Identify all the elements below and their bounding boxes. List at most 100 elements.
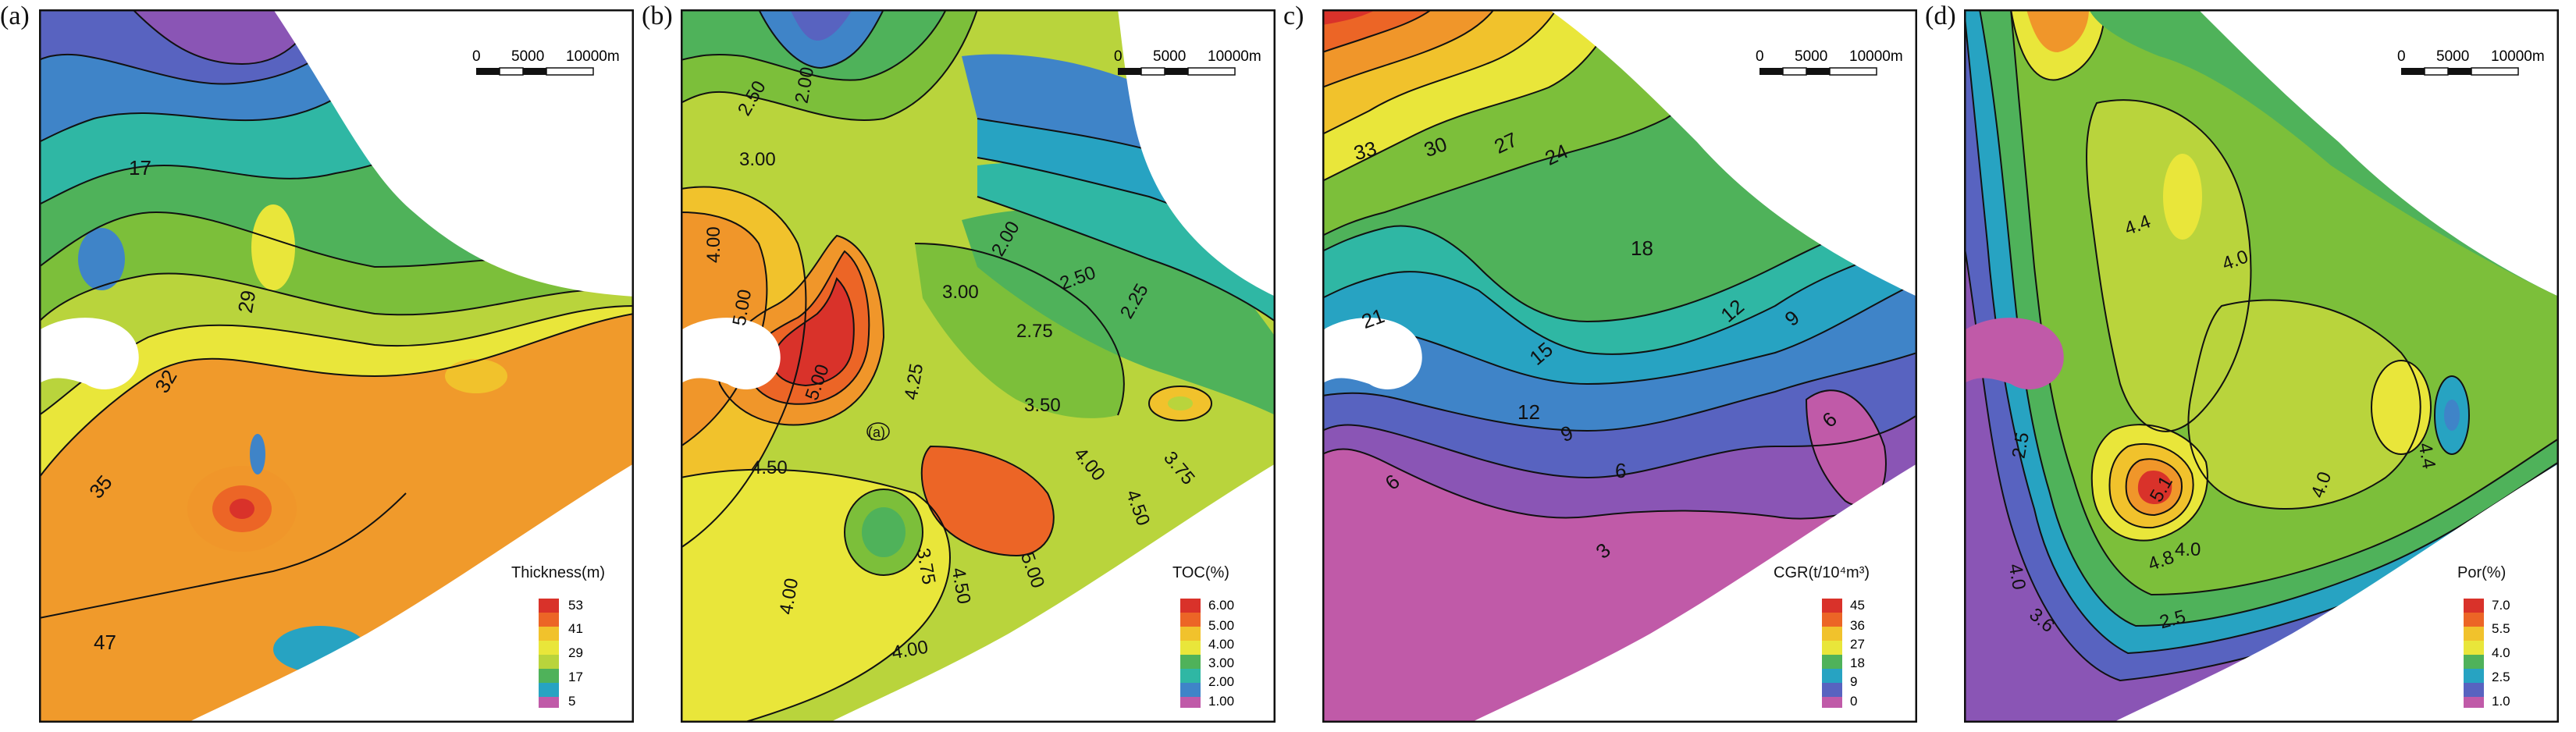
contour-band xyxy=(915,243,1124,418)
legend-title: TOC(%) xyxy=(1172,564,1229,581)
scale-tick-1: 5000 xyxy=(2436,48,2469,65)
porosity-band xyxy=(2188,300,2421,509)
contour-lines xyxy=(1322,9,1917,520)
unmapped-area xyxy=(273,9,634,297)
panel-a-thickness-map: (a) xyxy=(0,0,642,732)
unmapped-area xyxy=(2198,9,2559,297)
contour-label: 12 xyxy=(1517,400,1540,424)
contour-band xyxy=(1322,9,1432,52)
unmapped-area xyxy=(39,318,139,389)
porosity-local xyxy=(2371,361,2431,454)
contour-label: 3.00 xyxy=(942,282,979,303)
legend-tick: 6.00 xyxy=(1208,598,1234,613)
legend-tick: 9 xyxy=(1850,674,1857,689)
legend-tick: 27 xyxy=(1850,637,1865,652)
legend-tick: 7.0 xyxy=(2492,598,2510,613)
scale-tick-2: 10000m xyxy=(1849,48,1903,65)
contour-label: 4.50 xyxy=(751,457,788,478)
map-frame xyxy=(1322,9,1917,723)
legend-tick: 2.5 xyxy=(2492,670,2510,684)
scale-tick-2: 10000m xyxy=(566,48,620,65)
scale-tick-0: 0 xyxy=(472,48,481,65)
legend-title: Thickness(m) xyxy=(511,564,605,581)
panel-label: c) xyxy=(1283,2,1304,30)
toc-peak xyxy=(772,279,854,386)
legend-tick: 0 xyxy=(1850,694,1857,709)
panel-label: (b) xyxy=(642,2,673,30)
legend-tick: 1.0 xyxy=(2492,694,2510,709)
legend-tick: 5.00 xyxy=(1208,618,1234,633)
unmapped-area xyxy=(1118,9,1276,297)
legend: TOC(%) 6.00 5.00 4.00 3.00 2.00 1.00 xyxy=(1172,564,1234,709)
map-frame xyxy=(39,9,634,723)
contour-label: 4.00 xyxy=(703,226,724,263)
legend-tick: 3.00 xyxy=(1208,656,1234,670)
porosity-peak xyxy=(2137,470,2172,504)
legend-tick: 41 xyxy=(568,621,583,636)
legend: Thickness(m) 53 41 29 17 5 xyxy=(511,564,605,709)
legend-tick: 18 xyxy=(1850,656,1865,670)
thickness-contour-map: 0 5000 10000m 17 29 32 35 47 Thickness(m… xyxy=(39,9,634,723)
legend-tick: 17 xyxy=(568,670,583,684)
thickness-low xyxy=(250,434,265,474)
legend-tick: 1.00 xyxy=(1208,694,1234,709)
legend-tick: 53 xyxy=(568,598,583,613)
contour-lines xyxy=(681,9,1276,723)
legend: Por(%) 7.0 5.5 4.0 2.5 1.0 xyxy=(2457,564,2510,709)
porosity-contour-map: 0 5000 10000m 4.4 4.0 2.5 4.0 4.4 5.1 4.… xyxy=(1964,9,2559,723)
cgr-contour-map: 0 5000 10000m 33 30 27 24 18 21 15 12 9 … xyxy=(1322,9,1917,723)
thickness-local xyxy=(251,204,295,290)
unmapped-area xyxy=(1549,9,1917,297)
contour-label: 6 xyxy=(1615,459,1626,482)
scale-tick-0: 0 xyxy=(2397,48,2406,65)
contour-label: 2.75 xyxy=(1016,321,1053,342)
contour-band xyxy=(133,9,320,64)
unmapped-area xyxy=(1322,318,1422,389)
scale-tick-0: 0 xyxy=(1756,48,1764,65)
sample-point-a: (a) xyxy=(866,422,890,441)
legend-tick: 4.0 xyxy=(2492,645,2510,660)
panel-label: (d) xyxy=(1925,2,1956,30)
contour-band xyxy=(1322,9,1377,25)
panel-c-cgr-map: c) xyxy=(1283,0,1925,732)
map-frame xyxy=(1964,9,2559,723)
porosity-band xyxy=(2026,9,2089,52)
scale-tick-2: 10000m xyxy=(2491,48,2545,65)
thickness-local xyxy=(78,228,125,290)
panel-d-porosity-map: (d) xyxy=(1925,0,2567,732)
contour-label: 47 xyxy=(94,631,116,654)
porosity-local xyxy=(2163,154,2202,240)
legend-tick: 2.00 xyxy=(1208,674,1234,689)
legend: CGR(t/10⁴m³) 45 36 27 18 9 0 xyxy=(1774,564,1870,709)
toc-high xyxy=(921,446,1054,556)
contour-band xyxy=(962,54,1276,212)
toc-local xyxy=(1168,396,1193,410)
legend-tick: 36 xyxy=(1850,618,1865,633)
contour-band xyxy=(790,9,852,41)
sample-point-label: (a) xyxy=(868,425,885,440)
legend-tick: 29 xyxy=(568,645,583,660)
contour-label: 4.0 xyxy=(2175,539,2201,560)
contour-label: 17 xyxy=(129,156,151,179)
legend-tick: 4.00 xyxy=(1208,637,1234,652)
contour-label: 4.4 xyxy=(2414,441,2439,471)
scale-tick-1: 5000 xyxy=(511,48,544,65)
legend-title: Por(%) xyxy=(2457,564,2506,581)
unmapped-area xyxy=(829,464,1276,723)
contour-label: 29 xyxy=(233,289,261,315)
map-frame xyxy=(681,9,1276,723)
legend-title: CGR(t/10⁴m³) xyxy=(1774,564,1870,581)
scale-tick-2: 10000m xyxy=(1208,48,1261,65)
thickness-local xyxy=(445,359,507,393)
thickness-peak xyxy=(229,499,254,519)
contour-label: 2.5 xyxy=(2008,431,2033,460)
scale-bar: 0 5000 10000m xyxy=(2397,48,2545,76)
contour-label: 3.00 xyxy=(739,149,776,170)
legend-tick: 5.5 xyxy=(2492,621,2510,636)
legend-tick: 45 xyxy=(1850,598,1865,613)
panel-label: (a) xyxy=(0,2,30,30)
unmapped-area xyxy=(681,318,781,389)
unmapped-area xyxy=(2112,464,2559,723)
scale-tick-0: 0 xyxy=(1114,48,1123,65)
scale-bar: 0 5000 10000m xyxy=(1114,48,1261,76)
